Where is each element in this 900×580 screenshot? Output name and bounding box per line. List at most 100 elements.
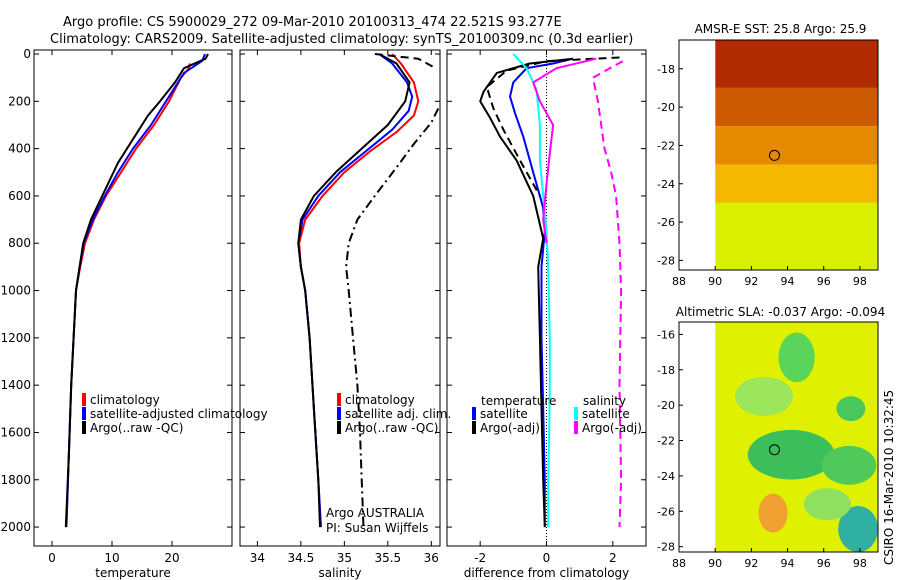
sla_map-axes-frame [678, 321, 879, 553]
side-timestamp-label: CSIRO 16-Mar-2010 10:32:45 [882, 390, 896, 565]
sla_map-xtick-label: 92 [744, 557, 758, 570]
temperature-series-satellite-adjusted-climatology-line [65, 53, 206, 528]
figure-title-line2: Climatology: CARS2009. Satellite-adjuste… [50, 32, 633, 47]
sla_map-xtick-label: 96 [817, 557, 831, 570]
difference-legend-entry-swatch [574, 407, 578, 420]
salinity-xtick-label: 35 [337, 551, 352, 565]
sst_map-axes-frame [678, 39, 879, 271]
salinity-series-satellite-adj-clim--line [297, 53, 414, 528]
sst_map-xtick-label: 96 [817, 275, 831, 288]
temperature-legend-entry-swatch [82, 421, 86, 434]
temperature-legend-entry-label: satellite-adjusted climatology [90, 407, 268, 421]
sst_map-ytick-label: -24 [657, 178, 675, 191]
difference-legend-salinity-header: salinity [583, 394, 626, 408]
sst_map-xtick-label: 90 [708, 275, 722, 288]
difference-axes-frame [446, 49, 647, 547]
difference-legend-entry-swatch [472, 407, 476, 420]
temperature-xaxis-label: temperature [95, 566, 170, 580]
sla_map-ytick-label: -16 [657, 328, 675, 341]
salinity-xtick-label: 34 [250, 551, 265, 565]
float-owner-annotation: Argo AUSTRALIA [326, 506, 425, 520]
figure-title-line1: Argo profile: CS 5900029_272 09-Mar-2010… [63, 15, 562, 30]
sla_map-anomaly-blob [747, 429, 835, 480]
sla_map-anomaly-blob [836, 396, 866, 422]
sla_map-anomaly-blob [803, 488, 851, 521]
salinity-series-black-dashed-line [374, 53, 437, 70]
depth-tick-label: 600 [8, 189, 31, 203]
depth-tick-label: 1400 [0, 378, 31, 392]
plots-group: 0 10 20temperature020040060080010001200140… [0, 22, 885, 580]
temperature-legend-entry-label: climatology [90, 393, 160, 407]
sst_map-band [715, 202, 878, 270]
salinity-axes-frame [239, 49, 441, 547]
sla_map-xtick-label: 94 [781, 557, 795, 570]
sla_map-xtick-label: 98 [853, 557, 867, 570]
difference-legend-entry-label: Argo(-adj) [480, 421, 540, 435]
sst_map-xtick-label: 92 [744, 275, 758, 288]
depth-tick-label: 1800 [0, 473, 31, 487]
sla_map-title: Altimetric SLA: -0.037 Argo: -0.094 [676, 305, 885, 319]
salinity-series-argo-raw-qc--line [297, 53, 411, 528]
difference-legend-temperature-header: temperature [481, 394, 556, 408]
salinity-legend-entry-swatch [337, 407, 341, 420]
difference-legend-entry-label: satellite [480, 407, 528, 421]
salinity-legend-entry-swatch [337, 393, 341, 406]
temperature-series-climatology-line [65, 63, 191, 528]
difference-xaxis-label: difference from climatology [464, 566, 630, 580]
salinity-legend-entry-label: satellite adj. clim. [345, 407, 451, 421]
salinity-xtick-label: 35.5 [374, 551, 401, 565]
temperature-xtick-label: 0 [48, 551, 56, 565]
temperature-legend-entry-label: Argo(..raw -QC) [90, 421, 183, 435]
difference-legend-entry-swatch [472, 421, 476, 434]
difference-xtick-label: 2 [609, 551, 617, 565]
sst_map-ytick-label: -26 [657, 216, 675, 229]
sst_map-field [715, 40, 878, 270]
difference-legend-entry-label: satellite [582, 407, 630, 421]
difference-legend-entry-swatch [574, 421, 578, 434]
depth-tick-label: 800 [8, 236, 31, 250]
sla_map-ytick-label: -20 [657, 399, 675, 412]
temperature-legend-entry-swatch [82, 407, 86, 420]
sst_map-ytick-label: -18 [657, 63, 675, 76]
salinity-legend-entry-label: Argo(..raw -QC) [345, 421, 438, 435]
sla_map-anomaly-blob [778, 332, 815, 383]
difference-series-satellite-line [509, 57, 574, 528]
sst_map-title: AMSR-E SST: 25.8 Argo: 25.9 [695, 22, 867, 36]
difference-series-black-dashed-line [485, 56, 620, 197]
sla_map-xtick-label: 90 [708, 557, 722, 570]
sla_map-xtick-label: 88 [672, 557, 686, 570]
sst_map-band [715, 126, 878, 165]
temperature-axes-frame [33, 49, 233, 547]
sla_map-ytick-label: -22 [657, 435, 675, 448]
sla_map-ytick-label: -24 [657, 470, 675, 483]
depth-tick-label: 1000 [0, 284, 31, 298]
sla_map-anomaly-blob [838, 506, 878, 552]
sla_map-ytick-label: -18 [657, 364, 675, 377]
difference-series-magenta-dashed-line [591, 60, 624, 528]
sst_map-ytick-label: -20 [657, 101, 675, 114]
depth-tick-label: 400 [8, 142, 31, 156]
sla_map-anomaly-blob [758, 493, 788, 533]
salinity-legend-entry-swatch [337, 421, 341, 434]
depth-tick-label: 1200 [0, 331, 31, 345]
temperature-legend-entry-swatch [82, 393, 86, 406]
sst_map-argo-position-marker [768, 149, 780, 161]
depth-tick-label: 0 [23, 47, 31, 61]
sla_map-anomaly-blob [735, 376, 793, 416]
depth-tick-label: 2000 [0, 520, 31, 534]
difference-xtick-label: -2 [474, 551, 486, 565]
difference-xtick-label: 0 [543, 551, 551, 565]
temperature-xtick-label: 10 [104, 551, 119, 565]
salinity-xtick-label: 34.5 [288, 551, 315, 565]
salinity-xaxis-label: salinity [318, 566, 361, 580]
sst_map-xtick-label: 98 [853, 275, 867, 288]
temperature-series-argo-raw-qc--line [64, 53, 209, 528]
salinity-xtick-label: 36 [424, 551, 439, 565]
sst_map-ytick-label: -28 [657, 254, 675, 267]
sla_map-anomaly-blob [821, 445, 877, 485]
float-pi-annotation: PI: Susan Wijffels [326, 521, 428, 535]
sla_map-ytick-label: -26 [657, 505, 675, 518]
sla_map-ytick-label: -28 [657, 541, 675, 554]
sst_map-band [715, 40, 878, 88]
